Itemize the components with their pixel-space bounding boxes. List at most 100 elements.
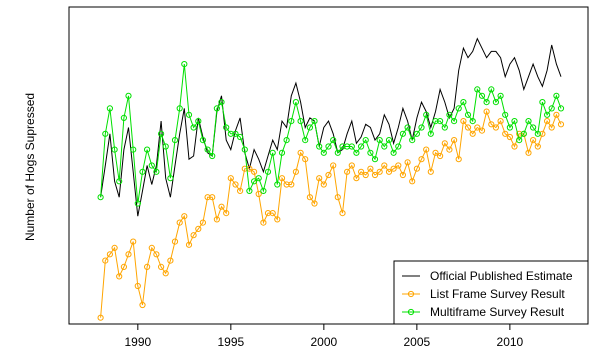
series-line-0 bbox=[100, 37, 562, 217]
data-point-1-39 bbox=[278, 175, 286, 182]
legend: Official Published Estimate List Frame Su… bbox=[393, 260, 589, 325]
data-point-1-89 bbox=[511, 143, 518, 150]
data-point-1-46 bbox=[311, 200, 318, 207]
data-point-2-93 bbox=[530, 124, 537, 131]
data-point-1-56 bbox=[358, 168, 365, 175]
data-point-2-40 bbox=[283, 137, 290, 144]
data-point-1-57 bbox=[362, 171, 369, 179]
data-point-2-57 bbox=[362, 137, 369, 144]
data-point-1-58 bbox=[367, 165, 374, 172]
data-point-2-27 bbox=[223, 124, 230, 131]
data-point-1-96 bbox=[544, 118, 551, 125]
data-point-2-48 bbox=[320, 149, 327, 156]
data-point-2-84 bbox=[488, 86, 495, 93]
data-point-1-33 bbox=[251, 168, 258, 175]
data-point-1-52 bbox=[339, 210, 346, 217]
data-point-2-52 bbox=[339, 143, 346, 150]
data-point-2-34 bbox=[255, 175, 262, 182]
data-point-2-3 bbox=[111, 146, 118, 153]
data-point-2-64 bbox=[395, 143, 402, 150]
data-point-2-89 bbox=[511, 118, 518, 125]
data-point-1-54 bbox=[348, 162, 355, 169]
data-point-1-77 bbox=[455, 156, 462, 163]
data-point-2-55 bbox=[353, 149, 360, 156]
data-point-1-81 bbox=[474, 124, 481, 131]
data-point-1-53 bbox=[344, 168, 351, 175]
data-point-1-1 bbox=[102, 257, 109, 264]
data-point-2-90 bbox=[516, 137, 523, 144]
data-point-1-62 bbox=[385, 168, 393, 175]
legend-marker-1 bbox=[407, 290, 415, 298]
data-point-1-20 bbox=[190, 232, 197, 239]
data-point-1-85 bbox=[492, 124, 499, 131]
data-point-2-4 bbox=[116, 178, 123, 185]
data-point-2-25 bbox=[213, 105, 220, 112]
series-0 bbox=[100, 37, 562, 217]
data-point-2-46 bbox=[311, 118, 318, 125]
data-point-2-29 bbox=[232, 130, 239, 137]
data-point-1-14 bbox=[162, 270, 169, 277]
data-point-2-82 bbox=[478, 92, 486, 99]
data-point-2-31 bbox=[241, 146, 248, 153]
data-point-1-69 bbox=[418, 156, 425, 163]
data-point-2-88 bbox=[506, 124, 513, 131]
data-point-1-35 bbox=[260, 219, 267, 226]
data-point-1-34 bbox=[255, 190, 262, 198]
data-point-2-92 bbox=[525, 118, 532, 125]
series-2 bbox=[97, 61, 565, 207]
data-point-2-9 bbox=[139, 168, 146, 175]
series-line-1 bbox=[100, 109, 562, 318]
data-point-1-79 bbox=[464, 124, 472, 131]
data-point-1-90 bbox=[516, 130, 523, 137]
data-point-2-35 bbox=[260, 187, 267, 194]
data-point-2-26 bbox=[218, 99, 225, 106]
data-point-2-60 bbox=[376, 137, 383, 144]
data-point-1-93 bbox=[530, 137, 537, 144]
legend-label-2: Multiframe Survey Result bbox=[430, 305, 565, 319]
data-point-2-96 bbox=[544, 111, 551, 118]
data-point-2-11 bbox=[148, 162, 155, 169]
x-axis: 1990 1995 2000 2005 2010 bbox=[124, 323, 524, 349]
data-point-1-21 bbox=[195, 225, 202, 232]
data-point-2-75 bbox=[446, 111, 453, 118]
data-point-1-84 bbox=[488, 121, 495, 128]
x-tick-label-2010: 2010 bbox=[497, 335, 524, 349]
data-point-2-38 bbox=[274, 181, 281, 188]
data-point-1-82 bbox=[478, 127, 486, 134]
series-layer bbox=[97, 37, 565, 321]
data-point-1-24 bbox=[209, 194, 216, 201]
data-point-1-47 bbox=[316, 175, 323, 182]
data-point-1-13 bbox=[158, 263, 165, 270]
data-point-1-29 bbox=[232, 181, 239, 188]
data-point-2-91 bbox=[520, 130, 527, 137]
x-tick-label-2000: 2000 bbox=[310, 335, 337, 349]
data-point-2-62 bbox=[385, 137, 393, 144]
data-point-2-66 bbox=[404, 124, 411, 131]
data-point-1-28 bbox=[227, 175, 234, 182]
legend-box bbox=[393, 260, 589, 325]
data-point-1-17 bbox=[176, 219, 183, 226]
data-point-1-44 bbox=[302, 156, 309, 163]
data-point-2-49 bbox=[325, 143, 332, 150]
data-point-1-55 bbox=[353, 175, 360, 182]
data-point-2-81 bbox=[474, 86, 481, 93]
data-point-1-30 bbox=[237, 187, 244, 194]
data-point-2-19 bbox=[185, 111, 193, 118]
data-point-1-86 bbox=[497, 118, 504, 125]
data-point-2-45 bbox=[306, 124, 313, 131]
data-point-1-3 bbox=[111, 244, 118, 251]
data-point-1-48 bbox=[320, 181, 327, 188]
data-point-1-6 bbox=[125, 251, 132, 258]
data-point-2-0 bbox=[97, 194, 104, 201]
data-point-2-30 bbox=[237, 133, 244, 141]
data-point-1-2 bbox=[106, 251, 114, 258]
data-point-2-42 bbox=[292, 99, 299, 106]
data-point-1-63 bbox=[390, 165, 397, 172]
data-point-2-5 bbox=[120, 114, 128, 122]
data-point-1-25 bbox=[213, 216, 220, 223]
data-point-1-42 bbox=[292, 168, 299, 175]
data-point-1-60 bbox=[376, 168, 383, 175]
data-point-2-80 bbox=[469, 118, 476, 125]
data-point-1-5 bbox=[120, 263, 128, 270]
data-point-1-87 bbox=[502, 130, 509, 137]
